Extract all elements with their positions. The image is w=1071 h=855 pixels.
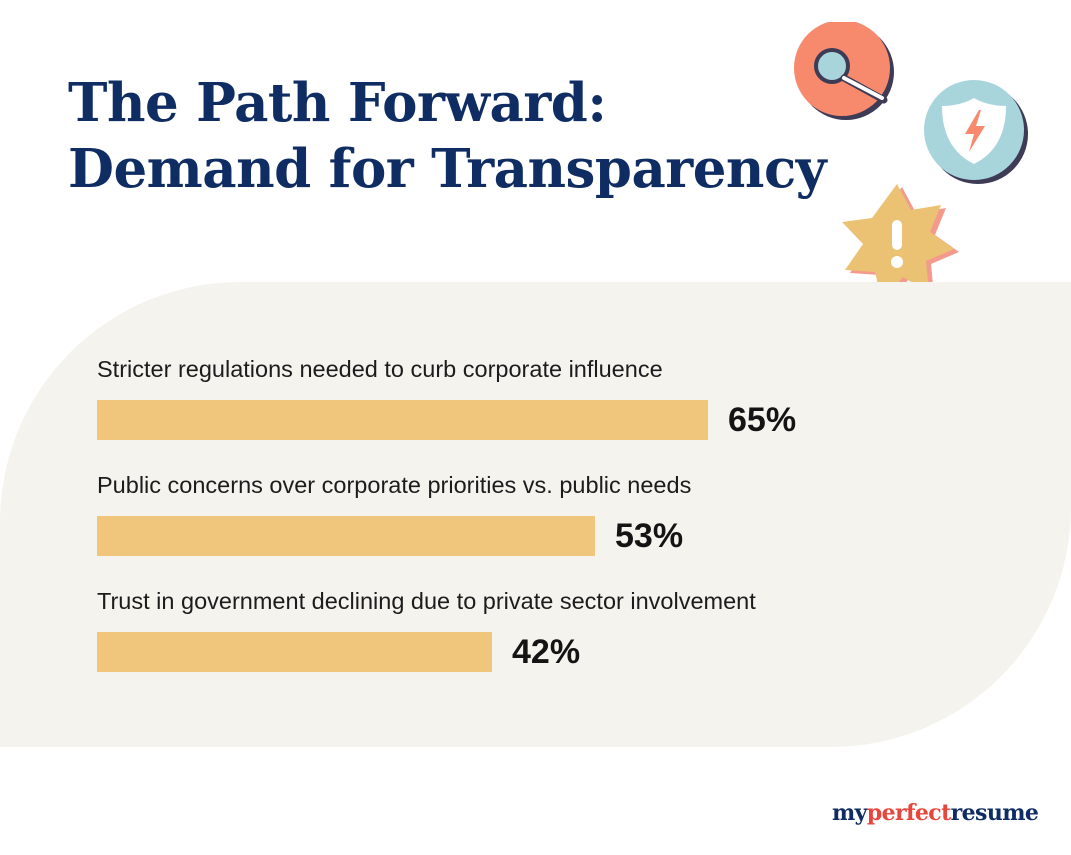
chart-panel bbox=[0, 282, 1071, 747]
bar-value-1: 65% bbox=[728, 401, 797, 439]
bar-1 bbox=[97, 400, 708, 440]
shield-lightning-icon bbox=[924, 80, 1028, 184]
warning-star-icon bbox=[842, 184, 959, 305]
bar-value-3: 42% bbox=[512, 633, 581, 671]
bar-label-2: Public concerns over corporate prioritie… bbox=[97, 472, 692, 498]
bar-value-2: 53% bbox=[615, 517, 684, 555]
title-line-2: Demand for Transparency bbox=[68, 138, 827, 200]
page-title: The Path Forward: Demand for Transparenc… bbox=[68, 70, 827, 202]
brand-logo: myperfectresume bbox=[832, 798, 1039, 828]
bar-3 bbox=[97, 632, 492, 672]
brand-logo-part-1: my bbox=[832, 800, 867, 826]
bar-label-1: Stricter regulations needed to curb corp… bbox=[97, 356, 663, 382]
bar-2 bbox=[97, 516, 595, 556]
title-line-1: The Path Forward: bbox=[68, 72, 607, 134]
bar-label-3: Trust in government declining due to pri… bbox=[97, 588, 756, 614]
brand-logo-part-2: perfect bbox=[866, 800, 951, 826]
magnifier-icon bbox=[794, 22, 894, 120]
brand-logo-part-3: resume bbox=[950, 800, 1039, 826]
